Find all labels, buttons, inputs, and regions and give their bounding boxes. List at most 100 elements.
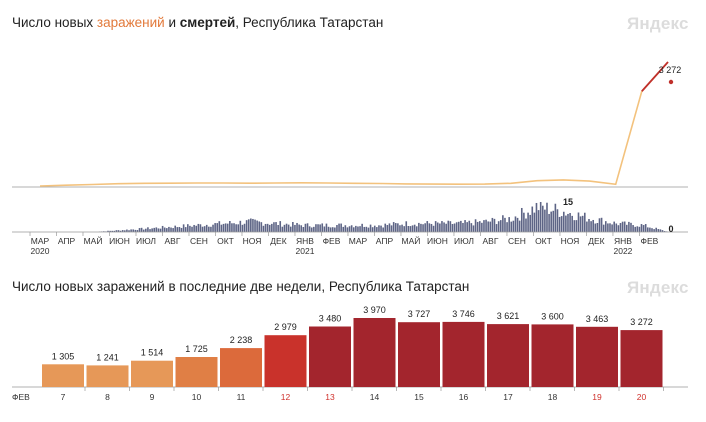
deaths-bar	[525, 218, 527, 232]
deaths-bar	[281, 226, 284, 232]
deaths-bar	[600, 217, 603, 232]
bar-value-label: 1 305	[52, 351, 75, 361]
deaths-bar	[285, 223, 288, 232]
deaths-bar	[283, 224, 286, 232]
bar-19	[576, 326, 618, 387]
deaths-bar	[493, 218, 496, 232]
deaths-bar	[258, 221, 261, 232]
deaths-bar	[649, 227, 651, 232]
deaths-bar	[468, 220, 471, 232]
deaths-bar	[445, 223, 447, 232]
deaths-bar	[342, 226, 345, 232]
deaths-bar	[371, 227, 374, 232]
deaths-bar	[426, 221, 429, 232]
deaths-bar	[586, 221, 588, 232]
deaths-bar	[512, 220, 515, 232]
day-label: 20	[637, 392, 647, 402]
deaths-bar	[151, 228, 153, 232]
deaths-bar	[510, 221, 513, 232]
day-label: 9	[150, 392, 155, 402]
deaths-bar	[367, 227, 370, 232]
deaths-bar	[189, 225, 191, 232]
deaths-bar	[506, 222, 508, 232]
deaths-bar	[409, 226, 412, 232]
deaths-bar	[403, 226, 405, 232]
infections-line	[39, 61, 669, 187]
deaths-bar	[350, 225, 353, 232]
deaths-bar	[155, 227, 158, 232]
deaths-bar	[619, 223, 622, 232]
deaths-bar	[508, 217, 510, 232]
month-label: ДЕК	[270, 236, 286, 246]
deaths-bar	[470, 223, 473, 232]
deaths-bar	[483, 220, 485, 232]
deaths-bar	[550, 211, 552, 232]
deaths-bar	[378, 225, 380, 232]
month-label: МАЙ	[84, 235, 103, 246]
bar-8	[86, 365, 129, 387]
deaths-bar	[195, 225, 198, 232]
deaths-bar	[623, 221, 626, 232]
deaths-bar	[323, 226, 326, 232]
deaths-bar	[638, 226, 641, 232]
deaths-bar	[531, 206, 534, 232]
deaths-bar	[289, 226, 292, 232]
bar-value-label: 3 272	[630, 317, 653, 327]
deaths-bar	[153, 227, 156, 232]
deaths-bar	[359, 226, 361, 232]
month-label: АПР	[58, 236, 76, 246]
deaths-bar	[539, 202, 542, 232]
deaths-bar	[405, 221, 408, 232]
deaths-bar	[394, 223, 397, 232]
deaths-bar	[573, 220, 576, 232]
deaths-bar	[604, 221, 607, 232]
deaths-bar	[298, 224, 300, 232]
deaths-bar	[128, 230, 130, 232]
deaths-bar	[336, 225, 338, 232]
deaths-bar	[424, 223, 426, 232]
deaths-bar	[632, 225, 634, 232]
deaths-bar	[583, 212, 586, 232]
deaths-bar	[399, 225, 401, 232]
deaths-bar	[233, 223, 235, 232]
deaths-bar	[271, 223, 273, 232]
deaths-bar	[613, 221, 615, 232]
deaths-bar	[197, 223, 200, 232]
title-prefix: Число новых	[12, 15, 97, 30]
deaths-bar	[212, 224, 214, 232]
deaths-bar	[655, 227, 657, 232]
deaths-bar	[340, 223, 342, 232]
day-label: 13	[325, 392, 335, 402]
deaths-bar	[548, 213, 550, 232]
deaths-bar	[428, 223, 431, 232]
year-label: 2020	[31, 246, 50, 256]
deaths-bar	[609, 223, 611, 232]
title-deaths: смертей	[179, 15, 236, 30]
deaths-bar	[321, 223, 324, 232]
deaths-bar	[226, 223, 229, 232]
bar-value-label: 1 241	[96, 352, 119, 362]
deaths-bar	[541, 205, 544, 232]
deaths-bar	[472, 225, 475, 232]
deaths-bar	[502, 215, 504, 232]
month-label: ФЕВ	[323, 236, 341, 246]
deaths-bar	[489, 221, 492, 232]
month-label: ИЮН	[109, 236, 130, 246]
deaths-bar	[310, 227, 313, 232]
deaths-bar	[441, 221, 443, 232]
deaths-bar	[634, 226, 636, 232]
deaths-bar	[239, 220, 242, 232]
deaths-bar	[159, 228, 162, 232]
deaths-bar	[229, 221, 231, 232]
deaths-bar	[516, 217, 519, 232]
month-label: МАЙ	[402, 235, 421, 246]
deaths-bar	[535, 202, 538, 232]
month-label: НОЯ	[243, 236, 262, 246]
title-infections: заражений	[96, 15, 165, 30]
deaths-bar	[319, 224, 321, 232]
day-label: 15	[414, 392, 424, 402]
month-label: ЯНВ	[296, 236, 314, 246]
deaths-bar	[170, 227, 172, 232]
deaths-bar	[382, 227, 384, 232]
deaths-bar	[231, 223, 233, 232]
